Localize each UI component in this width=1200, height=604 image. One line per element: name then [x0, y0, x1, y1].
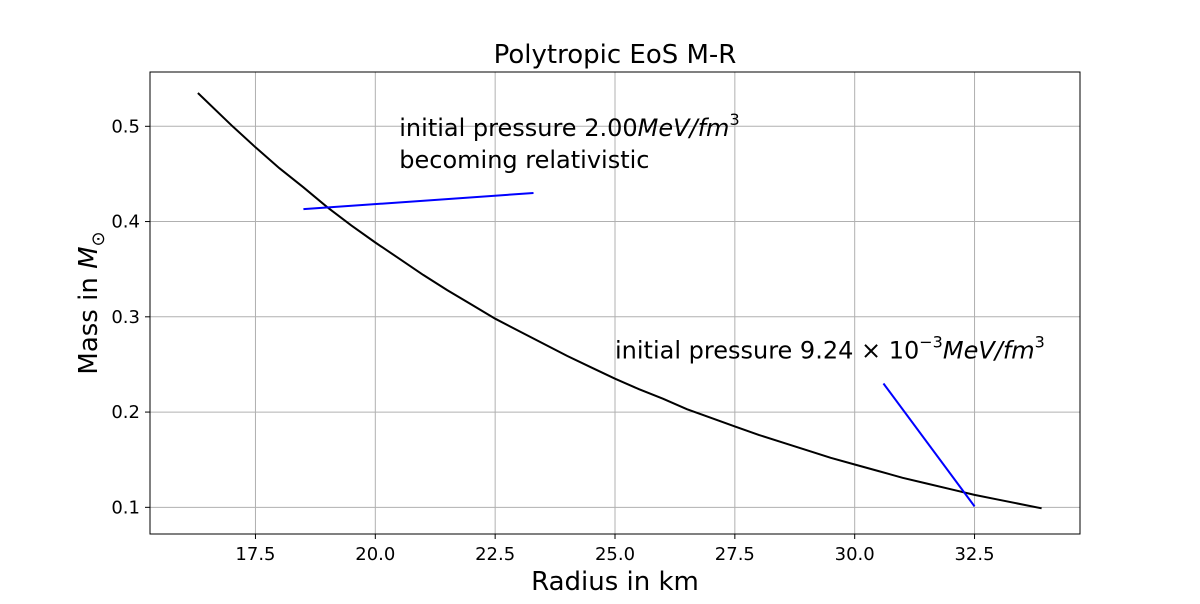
y-axis-label-prefix: Mass in	[74, 269, 104, 375]
mass-radius-curve	[197, 92, 1042, 510]
annotation-unit-exponent: 3	[729, 110, 739, 129]
grid	[150, 72, 1080, 534]
x-tick-label: 20.0	[355, 544, 395, 565]
annotation-main-text: initial pressure 9.24 × 10	[615, 337, 919, 365]
chart-title: Polytropic EoS M-R	[494, 40, 737, 70]
annotation-unit: MeV/fm	[943, 337, 1035, 365]
series-layer	[197, 92, 1042, 510]
y-axis-label-subscript: ⊙	[88, 231, 109, 246]
y-axis-label: Mass in M⊙	[74, 231, 109, 374]
x-tick-label: 17.5	[235, 544, 275, 565]
y-tick-label: 0.2	[111, 402, 140, 423]
y-tick-label: 0.4	[111, 212, 140, 233]
x-tick-label: 25.0	[595, 544, 635, 565]
annotation-arrow	[882, 382, 976, 507]
annotation-text: initial pressure 2.00MeV/fm3	[399, 110, 739, 142]
annotation-exponent: −3	[919, 333, 943, 352]
annotation-text: becoming relativistic	[399, 146, 649, 174]
x-tick-label: 30.0	[835, 544, 875, 565]
annotation-unit: MeV/fm	[638, 114, 730, 142]
y-axis-label-symbol: M	[74, 246, 104, 268]
y-tick-label: 0.3	[111, 307, 140, 328]
annotation-main-text: becoming relativistic	[399, 146, 649, 174]
axis-ticks: 17.5 20.0 22.5 25.0 27.5 30.0 32.5 0.1 0.2 0.3 0.4…	[111, 116, 994, 565]
x-tick-label: 22.5	[475, 544, 515, 565]
annotation-arrow	[303, 191, 534, 211]
x-axis-label: Radius in km	[531, 567, 699, 597]
x-tick-label: 32.5	[954, 544, 994, 565]
annotation-text: initial pressure 9.24 × 10−3MeV/fm3	[615, 333, 1045, 365]
x-tick-label: 27.5	[715, 544, 755, 565]
y-tick-label: 0.5	[111, 116, 140, 137]
annotation-main-text: initial pressure 2.00	[399, 114, 637, 142]
annotation-unit-exponent: 3	[1035, 333, 1045, 352]
y-tick-label: 0.1	[111, 497, 140, 518]
